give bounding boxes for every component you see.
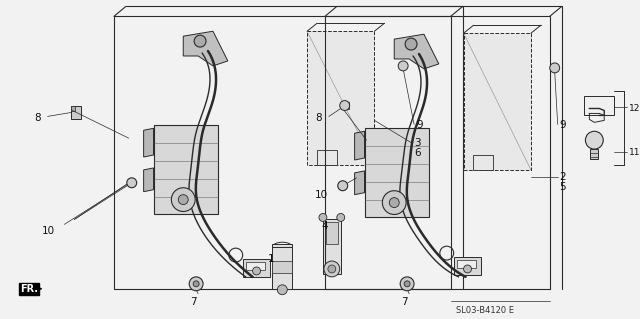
Polygon shape xyxy=(355,131,365,160)
Text: 5: 5 xyxy=(559,182,566,192)
Circle shape xyxy=(398,61,408,71)
Text: 7: 7 xyxy=(401,297,408,307)
Circle shape xyxy=(337,213,345,221)
Text: 10: 10 xyxy=(42,226,55,236)
Circle shape xyxy=(189,277,203,291)
Circle shape xyxy=(194,35,206,47)
Text: 10: 10 xyxy=(315,190,328,200)
Circle shape xyxy=(586,131,604,149)
Polygon shape xyxy=(183,31,228,66)
Text: 2: 2 xyxy=(559,172,566,182)
Bar xyxy=(457,260,476,268)
Circle shape xyxy=(172,188,195,211)
Circle shape xyxy=(328,265,336,273)
Bar xyxy=(590,149,598,159)
Bar xyxy=(326,222,338,244)
Bar xyxy=(307,31,374,165)
Bar xyxy=(365,128,429,218)
Circle shape xyxy=(277,285,287,295)
Circle shape xyxy=(400,277,414,291)
Bar xyxy=(273,261,292,273)
Bar xyxy=(273,244,292,289)
Bar xyxy=(154,125,218,214)
Polygon shape xyxy=(143,168,154,192)
Bar xyxy=(243,259,271,277)
FancyArrowPatch shape xyxy=(20,283,42,294)
Text: 8: 8 xyxy=(315,114,322,123)
Bar xyxy=(463,33,531,170)
Text: SL03-B4120 E: SL03-B4120 E xyxy=(456,306,515,315)
Circle shape xyxy=(253,267,260,275)
Text: 11: 11 xyxy=(629,148,640,157)
Text: 12: 12 xyxy=(629,104,640,113)
Circle shape xyxy=(127,178,137,188)
Circle shape xyxy=(463,265,472,273)
Circle shape xyxy=(193,281,199,287)
Circle shape xyxy=(404,281,410,287)
Text: 7: 7 xyxy=(190,297,197,307)
Text: 1: 1 xyxy=(268,254,274,264)
Polygon shape xyxy=(355,171,365,195)
Circle shape xyxy=(389,198,399,208)
Text: 9: 9 xyxy=(416,120,422,130)
Circle shape xyxy=(324,261,340,277)
Text: 4: 4 xyxy=(322,221,328,231)
Circle shape xyxy=(319,213,327,221)
Bar xyxy=(317,150,337,165)
Text: 3: 3 xyxy=(414,138,420,148)
Circle shape xyxy=(550,63,559,73)
Polygon shape xyxy=(394,34,439,69)
Bar xyxy=(340,101,349,109)
Circle shape xyxy=(340,100,349,110)
Bar xyxy=(246,262,266,270)
Bar xyxy=(71,106,76,111)
Circle shape xyxy=(405,38,417,50)
Text: 9: 9 xyxy=(559,120,566,130)
Circle shape xyxy=(382,191,406,214)
Bar xyxy=(454,257,481,275)
Circle shape xyxy=(338,181,348,191)
Bar xyxy=(71,106,81,119)
Bar xyxy=(323,219,340,274)
Text: FR.: FR. xyxy=(20,284,38,294)
Text: 6: 6 xyxy=(414,148,420,158)
Polygon shape xyxy=(143,128,154,157)
Circle shape xyxy=(179,195,188,204)
Bar xyxy=(474,155,493,170)
Bar xyxy=(584,96,614,115)
Text: 8: 8 xyxy=(35,114,42,123)
